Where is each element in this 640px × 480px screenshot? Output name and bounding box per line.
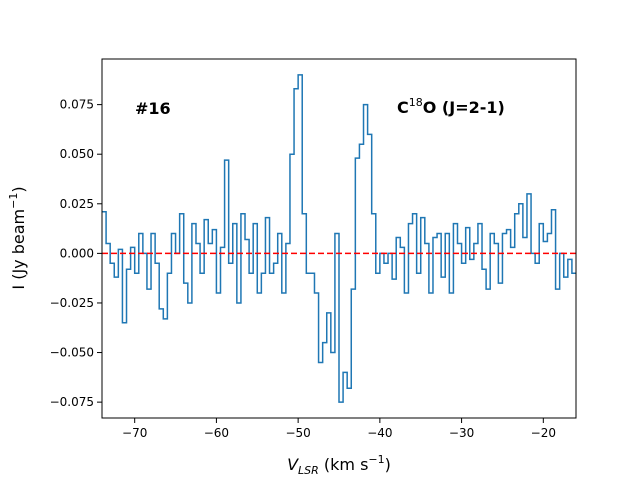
spectrum-line — [102, 74, 576, 403]
y-label-part: I (Jy beam — [9, 209, 28, 290]
y-tick-label: 0.025 — [60, 197, 94, 211]
x-tick-label: −60 — [204, 426, 229, 440]
x-tick-label: −20 — [531, 426, 556, 440]
y-tick-label: −0.025 — [50, 296, 94, 310]
annotation: #16 — [135, 99, 171, 118]
annotation-text: #16 — [135, 99, 171, 118]
y-axis-label: I (Jy beam−1) — [7, 186, 28, 289]
plot-frame — [101, 58, 577, 419]
x-label-part: ) — [385, 455, 391, 474]
annotation: C18O (J=2-1) — [397, 96, 505, 117]
x-tick-label: −40 — [367, 426, 392, 440]
y-tick-label: 0.000 — [60, 246, 94, 260]
annotation-text: C — [397, 98, 409, 117]
x-label-part: V — [287, 455, 299, 474]
x-label-sub: LSR — [298, 464, 319, 477]
x-tick-label: −30 — [449, 426, 474, 440]
x-tick-label: −70 — [122, 426, 147, 440]
annotation-sup: 18 — [409, 96, 423, 109]
y-tick-label: 0.050 — [60, 147, 94, 161]
y-label-sup: −1 — [7, 193, 20, 209]
x-axis-label: VLSR (km s−1) — [287, 453, 391, 477]
annotation-text: O (J=2-1) — [423, 98, 505, 117]
x-label-sup: −1 — [368, 453, 384, 466]
x-tick-label: −50 — [285, 426, 310, 440]
x-label-part: (km s — [319, 455, 369, 474]
y-tick-label: 0.075 — [60, 98, 94, 112]
y-label-part: ) — [9, 186, 28, 192]
y-tick-label: −0.075 — [50, 395, 94, 409]
y-tick-label: −0.050 — [50, 346, 94, 360]
